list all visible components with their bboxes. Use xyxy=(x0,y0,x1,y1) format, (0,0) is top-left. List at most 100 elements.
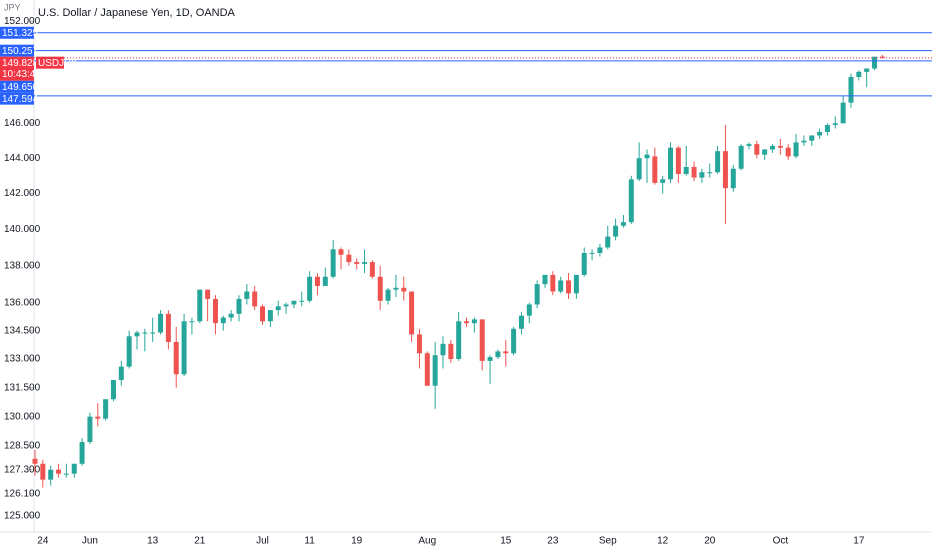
candle-body xyxy=(346,254,352,263)
price-line-label: 150.257 xyxy=(2,46,39,57)
y-tick-label: 140.000 xyxy=(4,224,41,235)
candle-body xyxy=(730,168,736,189)
x-tick-label: 11 xyxy=(304,536,315,547)
price-line-label-box xyxy=(0,44,34,57)
countdown-label: 10:43:45 xyxy=(2,69,41,80)
candle-body xyxy=(228,313,234,318)
candle-body xyxy=(668,147,674,180)
candle-body xyxy=(236,298,242,314)
y-tick-label: 138.000 xyxy=(4,260,41,271)
candle-body xyxy=(746,144,752,146)
x-tick-label: 20 xyxy=(704,536,716,547)
candle-body xyxy=(464,321,470,324)
candle-body xyxy=(48,469,54,480)
candle-body xyxy=(260,306,266,322)
candle-body xyxy=(440,343,446,356)
y-tick-label: 142.000 xyxy=(4,188,41,199)
candle-body xyxy=(322,276,328,286)
candle-body xyxy=(103,399,109,419)
y-tick-label: 144.000 xyxy=(4,153,41,164)
candle-body xyxy=(832,123,838,126)
candle-body xyxy=(754,144,760,155)
y-tick-label: 130.000 xyxy=(4,411,41,422)
candle-body xyxy=(534,284,540,305)
candle-body xyxy=(487,357,493,361)
candle-body xyxy=(220,317,226,324)
candle-body xyxy=(715,151,721,173)
candle-body xyxy=(542,274,548,285)
candle-body xyxy=(581,252,587,275)
candle-body xyxy=(393,287,399,290)
candle-body xyxy=(817,131,823,136)
candle-body xyxy=(354,262,360,264)
price-line-label: 149.650 xyxy=(2,82,39,93)
candle-body xyxy=(589,252,595,254)
candle-body xyxy=(597,247,603,253)
candle-body xyxy=(134,332,140,337)
candle-body xyxy=(275,306,281,311)
candle-body xyxy=(550,274,556,292)
candle-body xyxy=(879,56,885,58)
candle-body xyxy=(448,343,454,359)
symbol-label: USDJPY xyxy=(38,58,78,69)
price-line-label-box xyxy=(0,26,34,39)
x-tick-label: 12 xyxy=(657,536,669,547)
y-tick-label: 127.300 xyxy=(4,464,41,475)
candle-body xyxy=(620,222,626,226)
candle-body xyxy=(456,321,462,359)
candle-body xyxy=(283,304,289,307)
price-line-label-box xyxy=(0,92,34,105)
candle-body xyxy=(291,300,297,305)
chart-title: U.S. Dollar / Japanese Yen, 1D, OANDA xyxy=(38,7,236,19)
candle-body xyxy=(762,149,768,155)
candle-body xyxy=(503,351,509,354)
candle-body xyxy=(165,313,171,342)
candle-body xyxy=(793,142,799,157)
candle-body xyxy=(95,416,101,419)
x-tick-label: Aug xyxy=(418,536,436,547)
candle-body xyxy=(699,172,705,178)
candle-body xyxy=(518,315,524,329)
price-line-label-box xyxy=(0,80,34,93)
candle-body xyxy=(722,151,728,189)
candle-body xyxy=(785,147,791,157)
candle-body xyxy=(840,102,846,124)
y-tick-label: 136.000 xyxy=(4,297,41,308)
y-tick-label: 152.000 xyxy=(4,16,41,27)
candle-body xyxy=(63,473,69,475)
candle-body xyxy=(32,458,38,464)
candle-body xyxy=(526,304,532,316)
x-tick-label: 17 xyxy=(853,536,865,547)
candle-body xyxy=(511,328,517,354)
candle-body xyxy=(432,355,438,386)
candle-body xyxy=(636,158,642,180)
candle-body xyxy=(856,71,862,77)
candle-body xyxy=(330,249,336,277)
candle-body xyxy=(628,179,634,223)
y-unit: JPY xyxy=(4,2,21,12)
x-tick-label: 23 xyxy=(547,536,559,547)
candle-body xyxy=(142,332,148,334)
x-tick-label: 13 xyxy=(147,536,159,547)
candle-body xyxy=(212,298,218,324)
candle-body xyxy=(189,321,195,323)
candle-body xyxy=(777,145,783,148)
candle-body xyxy=(471,319,477,324)
candle-body xyxy=(558,280,564,292)
candle-body xyxy=(644,154,650,159)
x-tick-label: Oct xyxy=(773,536,789,547)
candle-body xyxy=(71,463,77,474)
candle-body xyxy=(605,236,611,248)
candle-body xyxy=(864,68,870,72)
candle-body xyxy=(197,289,203,322)
candle-body xyxy=(118,366,124,380)
candle-body xyxy=(385,289,391,301)
candle-body xyxy=(267,310,273,322)
candle-body xyxy=(56,469,62,474)
candle-body xyxy=(573,274,579,294)
candle-body xyxy=(824,125,830,132)
candle-body xyxy=(707,172,713,174)
symbol-box xyxy=(36,56,64,69)
